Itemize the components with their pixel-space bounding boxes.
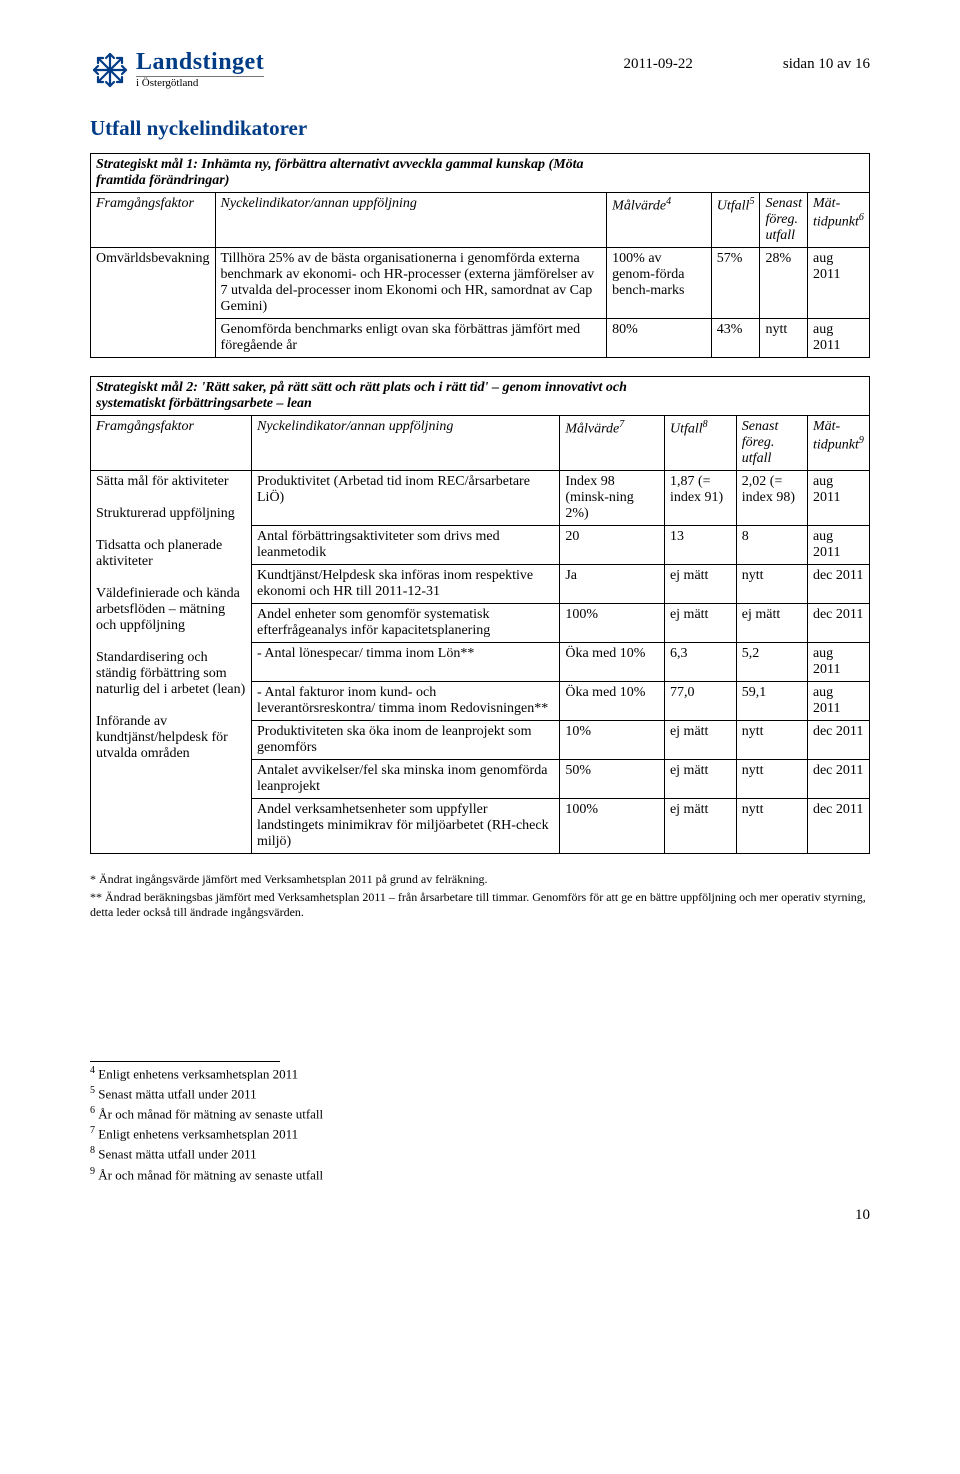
t2-row8-c5: nytt: [736, 799, 807, 854]
logo-subtitle: i Östergötland: [136, 76, 264, 89]
footnote-star-1: * Ändrat ingångsvärde jämfört med Verksa…: [90, 872, 870, 888]
t2-row4-c5: 5,2: [736, 643, 807, 682]
t2-row0-c2: Produktivitet (Arbetad tid inom REC/årsa…: [252, 471, 560, 526]
t2-row2-c4: ej mätt: [664, 565, 736, 604]
t2-row7-c6: dec 2011: [807, 760, 869, 799]
t2-row5-c5: 59,1: [736, 682, 807, 721]
t2-row6-c3: 10%: [560, 721, 665, 760]
t2-row5-c2: - Antal fakturor inom kund- och leverant…: [252, 682, 560, 721]
t2-row5-c6: aug 2011: [807, 682, 869, 721]
strategic-goal-2: Strategiskt mål 2: 'Rätt saker, på rätt …: [91, 377, 870, 416]
t1-head-indikator: Nyckelindikator/annan uppföljning: [215, 193, 607, 248]
goal-table-1: Strategiskt mål 1: Inhämta ny, förbättra…: [90, 153, 870, 358]
t2-row2-c3: Ja: [560, 565, 665, 604]
t2-row6-c2: Produktiviteten ska öka inom de leanproj…: [252, 721, 560, 760]
t2-row4-c3: Öka med 10%: [560, 643, 665, 682]
t2-row2-c5: nytt: [736, 565, 807, 604]
t2-row5-c4: 77,0: [664, 682, 736, 721]
t2-row8-c6: dec 2011: [807, 799, 869, 854]
t2-row3-c4: ej mätt: [664, 604, 736, 643]
t1-r2-mattid: aug 2011: [808, 319, 870, 358]
t2-row6-c6: dec 2011: [807, 721, 869, 760]
t2-row8-c4: ej mätt: [664, 799, 736, 854]
t2-row0-c3: Index 98 (minsk-ning 2%): [560, 471, 665, 526]
logo: Landstinget i Östergötland: [90, 50, 264, 90]
t1-head-mattid: Mät-tidpunkt6: [808, 193, 870, 248]
t2-row1-c2: Antal förbättringsaktiviteter som drivs …: [252, 526, 560, 565]
t2-row5-c3: Öka med 10%: [560, 682, 665, 721]
t2-row1-c4: 13: [664, 526, 736, 565]
logo-title: Landstinget: [136, 50, 264, 74]
t2-row6-c4: ej mätt: [664, 721, 736, 760]
t1-r1-faktor: Omvärldsbevakning: [91, 248, 216, 358]
t2-head-faktor: Framgångsfaktor: [91, 416, 252, 471]
t2-row2-c2: Kundtjänst/Helpdesk ska införas inom res…: [252, 565, 560, 604]
t1-r2-utfall: 43%: [711, 319, 760, 358]
t1-r1-mattid: aug 2011: [808, 248, 870, 319]
t2-row4-c2: - Antal lönespecar/ timma inom Lön**: [252, 643, 560, 682]
header-page-of: sidan 10 av 16: [783, 56, 870, 73]
snowflake-icon: [90, 50, 130, 90]
goal-table-2: Strategiskt mål 2: 'Rätt saker, på rätt …: [90, 376, 870, 854]
t2-head-malvarde: Målvärde7: [560, 416, 665, 471]
t1-r1-utfall: 57%: [711, 248, 760, 319]
t1-head-senast: Senastföreg.utfall: [760, 193, 808, 248]
strategic-goal-1: Strategiskt mål 1: Inhämta ny, förbättra…: [91, 154, 870, 193]
t2-row4-c4: 6,3: [664, 643, 736, 682]
t2-row2-c6: dec 2011: [807, 565, 869, 604]
t2-row7-c4: ej mätt: [664, 760, 736, 799]
t1-r1-senast: 28%: [760, 248, 808, 319]
section-title: Utfall nyckelindikatorer: [90, 116, 870, 141]
t1-r1-malvarde: 100% av genom-förda bench-marks: [607, 248, 712, 319]
t1-r2-malvarde: 80%: [607, 319, 712, 358]
page-header: Landstinget i Östergötland 2011-09-22 si…: [90, 50, 870, 90]
t2-head-indikator: Nyckelindikator/annan uppföljning: [252, 416, 560, 471]
t2-row3-c3: 100%: [560, 604, 665, 643]
t2-row3-c5: ej mätt: [736, 604, 807, 643]
t2-row4-c6: aug 2011: [807, 643, 869, 682]
t2-row7-c2: Antalet avvikelser/fel ska minska inom g…: [252, 760, 560, 799]
t2-row0-c6: aug 2011: [807, 471, 869, 526]
t2-row1-c3: 20: [560, 526, 665, 565]
t2-row6-c5: nytt: [736, 721, 807, 760]
t2-row1-c5: 8: [736, 526, 807, 565]
footnote-rule: [90, 1061, 280, 1062]
t2-head-mattid: Mät-tidpunkt9: [807, 416, 869, 471]
header-meta: 2011-09-22 sidan 10 av 16: [623, 56, 870, 73]
endnotes: 4 Enligt enhetens verksamhetsplan 2011 5…: [90, 1064, 870, 1185]
t2-row8-c2: Andel verksamhetsenheter som uppfyller l…: [252, 799, 560, 854]
t2-head-senast: Senastföreg.utfall: [736, 416, 807, 471]
t1-head-utfall: Utfall5: [711, 193, 760, 248]
t2-row7-c5: nytt: [736, 760, 807, 799]
t2-row0-c5: 2,02 (= index 98): [736, 471, 807, 526]
t2-row8-c3: 100%: [560, 799, 665, 854]
t1-r2-indikator: Genomförda benchmarks enligt ovan ska fö…: [215, 319, 607, 358]
t1-head-faktor: Framgångsfaktor: [91, 193, 216, 248]
t2-row0-c4: 1,87 (= index 91): [664, 471, 736, 526]
t1-r1-indikator: Tillhöra 25% av de bästa organisationern…: [215, 248, 607, 319]
t1-head-malvarde: Målvärde4: [607, 193, 712, 248]
header-date: 2011-09-22: [623, 56, 692, 73]
t2-head-utfall: Utfall8: [664, 416, 736, 471]
t2-row3-c6: dec 2011: [807, 604, 869, 643]
t2-row1-c6: aug 2011: [807, 526, 869, 565]
t2-row7-c3: 50%: [560, 760, 665, 799]
page-number: 10: [90, 1207, 870, 1224]
footnote-star-2: ** Ändrad beräkningsbas jämfört med Verk…: [90, 890, 870, 921]
t2-row3-c2: Andel enheter som genomför systematisk e…: [252, 604, 560, 643]
t2-left-column: Sätta mål för aktiviteter Strukturerad u…: [91, 471, 252, 854]
t1-r2-senast: nytt: [760, 319, 808, 358]
